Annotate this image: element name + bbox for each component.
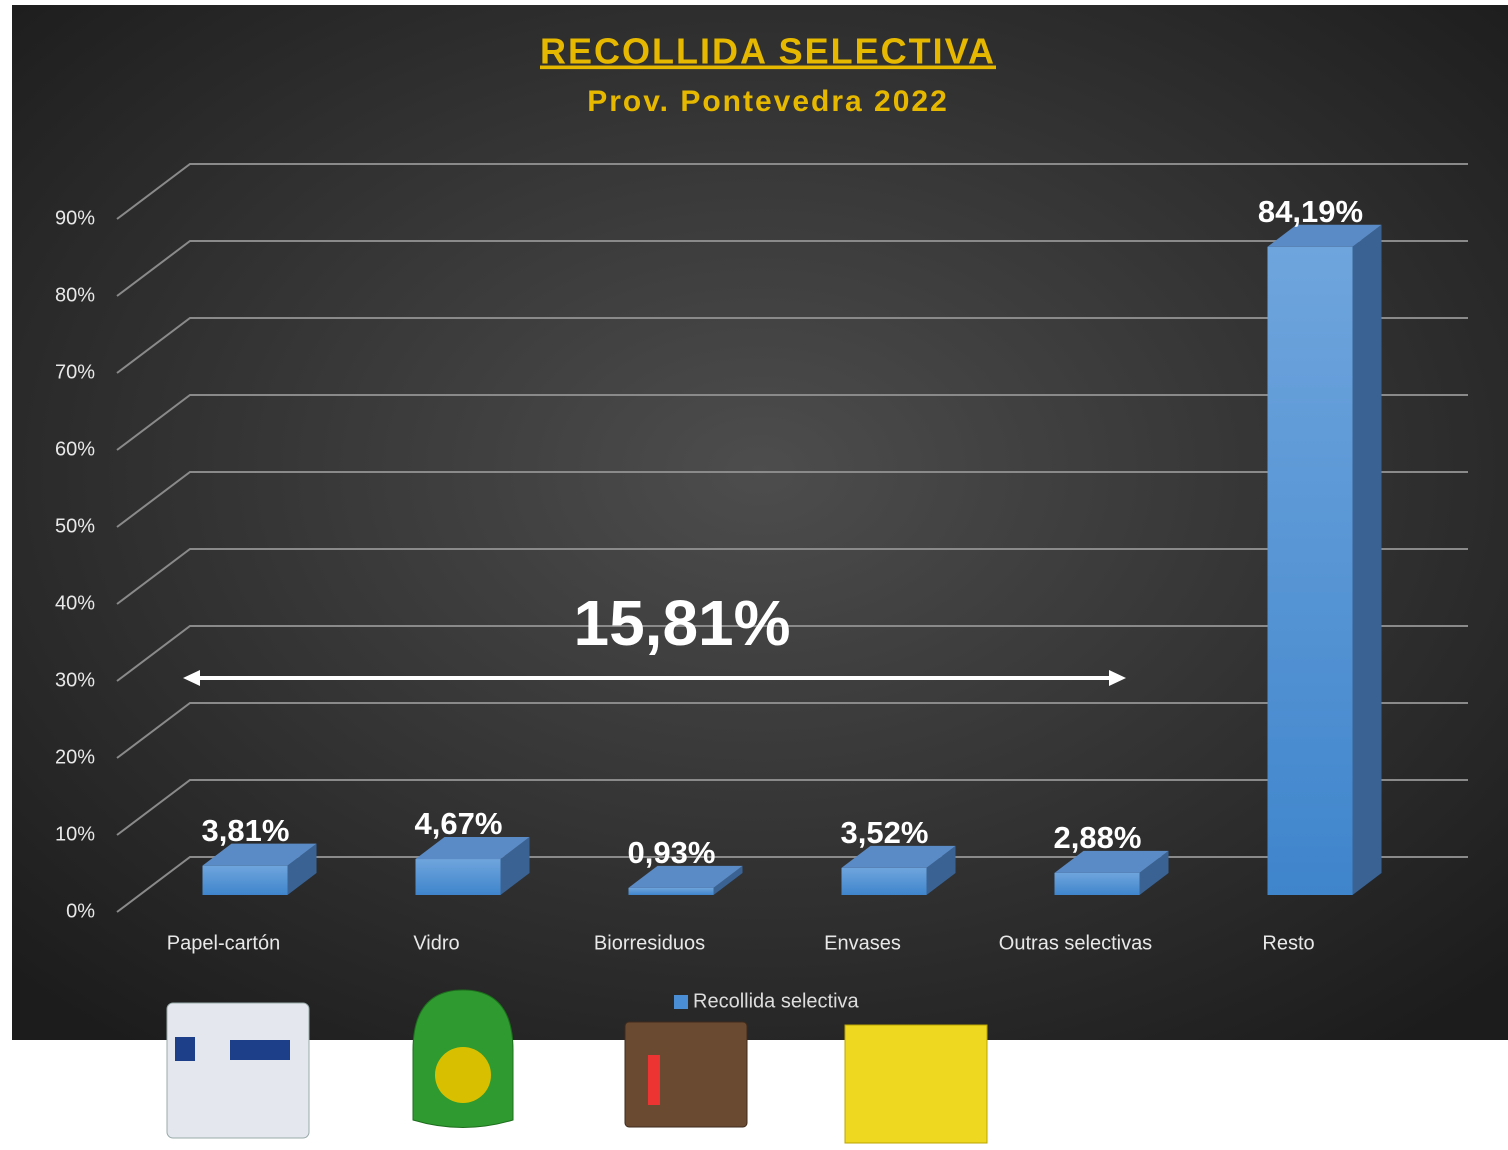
paper-bin-panel [175, 1037, 195, 1061]
legend-swatch [674, 995, 688, 1009]
bar [1267, 246, 1353, 895]
data-label: 3,52% [841, 815, 929, 850]
data-label: 3,81% [202, 813, 290, 848]
y-tick-label: 90% [55, 207, 95, 229]
annotation: 15,81% [573, 587, 790, 659]
bar [1054, 872, 1140, 895]
y-tick-label: 20% [55, 746, 95, 768]
container-images [166, 989, 988, 1144]
y-tick-label: 70% [55, 361, 95, 383]
bar-top [1267, 224, 1382, 247]
bar-top [1054, 850, 1169, 873]
bar-top [841, 845, 956, 868]
paper-bin-label [230, 1040, 290, 1060]
paper-bin [166, 1002, 310, 1139]
data-label: 0,93% [628, 835, 716, 870]
x-tick-label: Papel-cartón [167, 932, 280, 954]
y-tick-label: 40% [55, 592, 95, 614]
glass-bin-logo [435, 1047, 491, 1103]
y-tick-label: 60% [55, 438, 95, 460]
bar-side [926, 845, 956, 895]
bar [202, 865, 288, 895]
arrow-head [1109, 670, 1126, 686]
bar-side [1352, 224, 1382, 895]
x-tick-label: Envases [824, 932, 901, 954]
grid-line [116, 702, 1468, 759]
bar-side [713, 865, 743, 895]
bar [841, 867, 927, 895]
x-tick-label: Vidro [413, 932, 459, 954]
data-label: 4,67% [415, 806, 503, 841]
bar-side [1139, 850, 1169, 895]
grid-line [116, 394, 1468, 451]
bar-top [202, 843, 317, 866]
grid-line [116, 317, 1468, 374]
organic-bin-stripe [648, 1055, 660, 1105]
grid-line [116, 856, 1468, 913]
bar-top [628, 865, 743, 888]
y-tick-label: 10% [55, 823, 95, 845]
grid-line [116, 240, 1468, 297]
bar [628, 887, 714, 895]
y-tick-label: 50% [55, 515, 95, 537]
bar-side [287, 843, 317, 895]
grid-line [116, 625, 1468, 682]
chart-subtitle: Prov. Pontevedra 2022 [587, 85, 949, 118]
legend-label: Recollida selectiva [693, 990, 860, 1012]
x-tick-label: Resto [1262, 932, 1314, 954]
x-tick-label: Biorresiduos [594, 932, 705, 954]
bar [415, 859, 501, 895]
packaging-bin [844, 1024, 988, 1144]
bar-top [415, 837, 530, 860]
chart-title: RECOLLIDA SELECTIVA [540, 31, 996, 72]
y-tick-label: 0% [66, 900, 95, 922]
organic-bin [624, 1021, 748, 1128]
data-label: 84,19% [1258, 194, 1363, 229]
data-label: 2,88% [1054, 820, 1142, 855]
x-tick-label: Outras selectivas [999, 932, 1152, 954]
grid-line [116, 779, 1468, 836]
y-tick-label: 80% [55, 284, 95, 306]
bar-side [500, 837, 530, 895]
y-tick-label: 30% [55, 669, 95, 691]
grid-line [116, 548, 1468, 605]
grid-line [116, 163, 1468, 220]
arrow-head [183, 670, 200, 686]
grid-line [116, 471, 1468, 528]
